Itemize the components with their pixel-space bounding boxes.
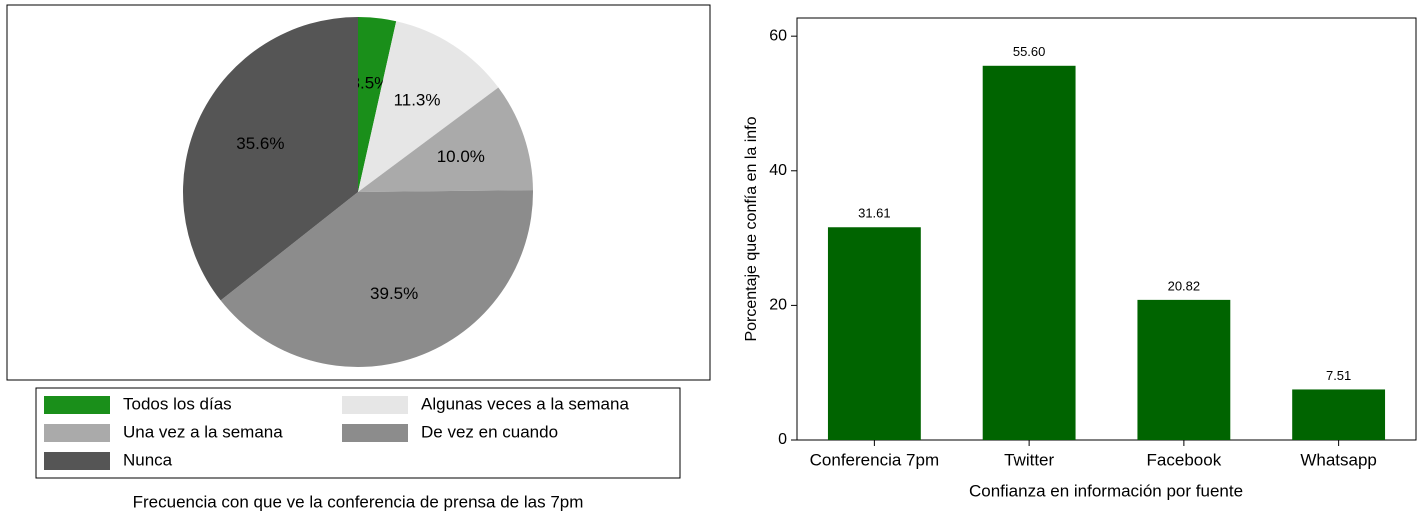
legend-swatch [342,424,408,442]
legend-frame [35,387,681,479]
x-tick-label: Facebook [1147,450,1222,469]
pie-slice [358,21,499,192]
bar [827,227,921,440]
y-tick-label: 40 [769,162,787,179]
legend-swatch [44,424,110,442]
bar-value-label: 20.82 [1168,278,1201,293]
y-axis-label: Porcentaje que confía en la info [743,116,760,341]
legend-label: Todos los días [123,394,232,413]
slice-label: 3.5% [351,74,390,93]
bar-value-label: 7.51 [1326,368,1351,383]
pie-slice [220,190,533,367]
bar [982,65,1076,440]
legend-swatch [342,396,408,414]
bar-value-label: 55.60 [1013,44,1046,59]
legend-swatch [44,452,110,470]
slice-label: 35.6% [236,134,284,153]
bar-value-label: 31.61 [858,206,891,221]
x-axis-label: Confianza en información por fuente [969,481,1243,500]
pie-slice [182,16,358,301]
y-tick-label: 0 [778,431,787,448]
legend-swatch [44,396,110,414]
pie-slice [358,87,533,192]
bar [1137,299,1231,440]
legend-label: Una vez a la semana [123,422,283,441]
pie-frame [6,4,711,381]
slice-label: 11.3% [394,90,441,109]
pie-caption: Frecuencia con que ve la conferencia de … [133,492,584,511]
x-tick-label: Twitter [1004,450,1054,469]
y-tick-label: 20 [769,297,787,314]
pie-slice [358,17,397,192]
plot-frame [796,17,1417,441]
bar [1292,389,1386,440]
slice-label: 39.5% [370,284,418,303]
y-tick-label: 60 [769,27,787,44]
x-tick-label: Conferencia 7pm [810,450,939,469]
slice-label: 10.0% [437,147,485,166]
legend-label: Nunca [123,450,173,469]
legend-label: De vez en cuando [421,422,558,441]
x-tick-label: Whatsapp [1300,450,1377,469]
legend-label: Algunas veces a la semana [421,394,629,413]
